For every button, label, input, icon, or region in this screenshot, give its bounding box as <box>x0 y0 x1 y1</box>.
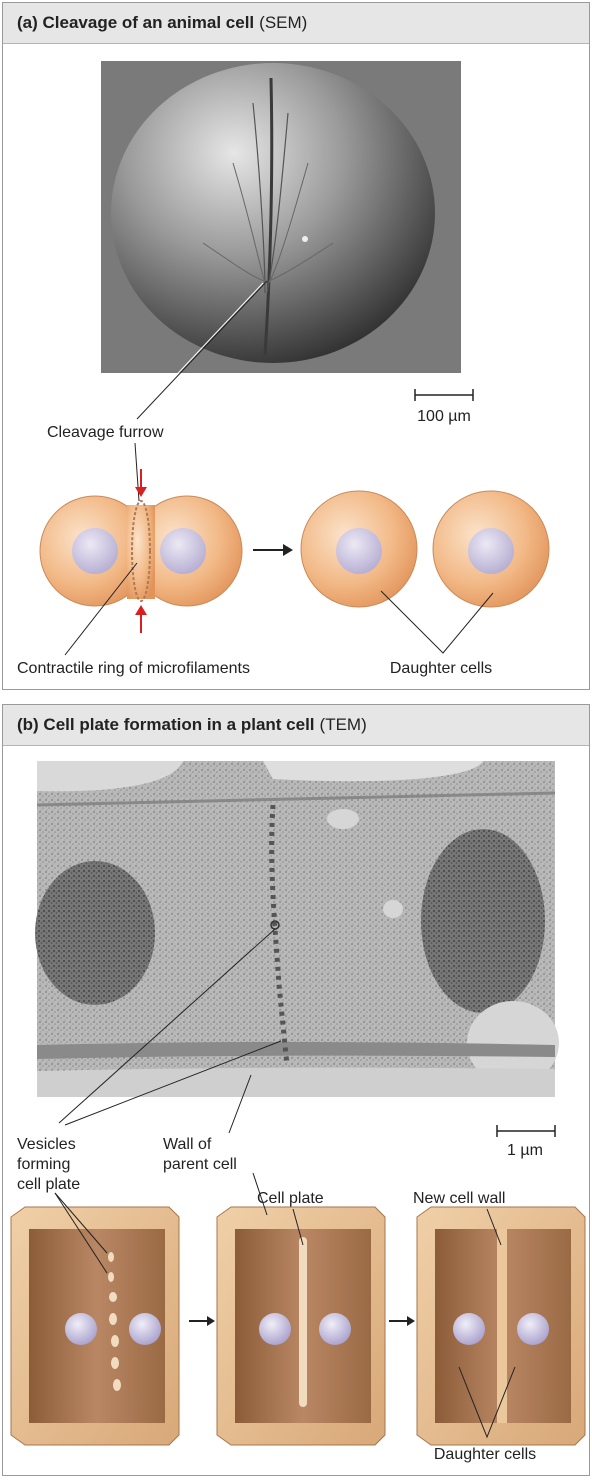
label-cell-plate: Cell plate <box>257 1190 324 1207</box>
plant-cell-plate-stage <box>216 1206 386 1446</box>
label-vesicles-3: cell plate <box>17 1176 80 1193</box>
label-daughter-cells-b: Daughter cells <box>434 1446 536 1463</box>
scale-label-b: 1 µm <box>507 1142 543 1159</box>
scale-label-a: 100 µm <box>417 408 471 425</box>
label-wall-2: parent cell <box>163 1156 237 1173</box>
panel-a-figure: 100 µm Cleavage furrow <box>17 61 550 677</box>
nucleus <box>453 1313 485 1345</box>
plant-cell-new-wall-stage <box>416 1206 586 1446</box>
plant-cell-vesicles-stage <box>10 1206 180 1446</box>
nucleus <box>129 1313 161 1345</box>
label-vesicles-2: forming <box>17 1156 70 1173</box>
nucleus <box>72 528 118 574</box>
label-cleavage-furrow: Cleavage furrow <box>47 424 164 441</box>
scale-bar-100um: 100 µm <box>414 389 474 425</box>
new-cell-wall <box>497 1229 507 1423</box>
panel-a: (a) Cleavage of an animal cell (SEM) <box>2 2 590 690</box>
nucleus <box>160 528 206 574</box>
panel-b-figure: 1 µm Vesicles forming cell plate Wall of… <box>10 761 586 1463</box>
nucleus <box>336 528 382 574</box>
nucleus <box>319 1313 351 1345</box>
daughter-cells-leader <box>380 590 494 654</box>
process-arrow-b1 <box>189 1316 215 1326</box>
nucleus <box>468 528 514 574</box>
label-new-cell-wall: New cell wall <box>413 1190 505 1207</box>
dividing-animal-cell <box>39 469 243 633</box>
nucleus <box>517 1313 549 1345</box>
process-arrow <box>253 544 293 556</box>
daughter-animal-cells <box>300 490 550 608</box>
panel-b-subtitle: (TEM) <box>319 715 367 734</box>
nucleus <box>65 1313 97 1345</box>
label-wall-1: Wall of <box>163 1136 212 1153</box>
contractile-ring <box>131 500 151 602</box>
panel-a-header: (a) Cleavage of an animal cell (SEM) <box>3 3 589 44</box>
label-daughter-cells-a: Daughter cells <box>390 660 492 677</box>
panel-b-title: (b) Cell plate formation in a plant cell <box>17 715 315 734</box>
panel-a-title: (a) Cleavage of an animal cell <box>17 13 255 32</box>
label-vesicles-1: Vesicles <box>17 1136 76 1153</box>
panel-b: (b) Cell plate formation in a plant cell… <box>2 704 590 1476</box>
panel-b-header: (b) Cell plate formation in a plant cell… <box>3 705 589 746</box>
nucleus <box>259 1313 291 1345</box>
scale-bar-1um: 1 µm <box>496 1125 556 1159</box>
label-contractile-ring: Contractile ring of microfilaments <box>17 660 250 677</box>
contractile-ring-leader <box>64 562 138 656</box>
cell-plate <box>299 1237 307 1407</box>
sem-micrograph <box>101 61 461 373</box>
tem-micrograph <box>35 761 559 1097</box>
process-arrow-b2 <box>389 1316 415 1326</box>
cleavage-furrow-leader <box>136 280 268 420</box>
panel-a-subtitle: (SEM) <box>259 13 308 32</box>
